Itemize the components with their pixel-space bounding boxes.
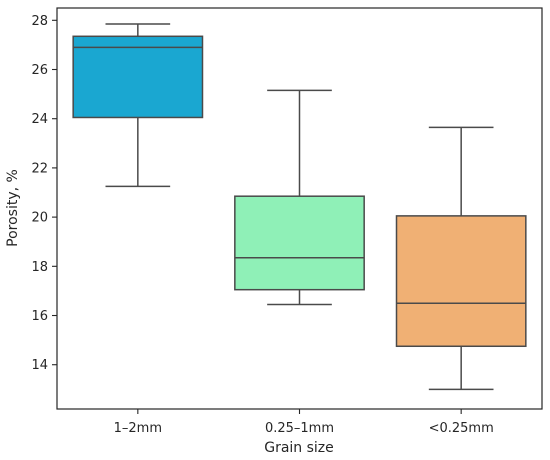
y-tick-label: 24 [31, 112, 48, 127]
y-tick-label: 22 [31, 161, 48, 176]
x-tick-label: 0.25–1mm [265, 421, 334, 436]
y-tick-label: 16 [31, 309, 48, 324]
y-axis-label: Porosity, % [5, 169, 21, 247]
box [395, 215, 527, 348]
y-axis: 14 16 18 20 22 24 26 28 [31, 14, 57, 373]
x-axis-label: Grain size [264, 440, 334, 456]
box-group [72, 23, 204, 188]
box-group [234, 89, 365, 306]
box-group [395, 126, 527, 391]
y-tick-label: 14 [31, 358, 48, 373]
x-tick-label: <0.25mm [429, 421, 494, 436]
y-tick-label: 26 [31, 63, 48, 78]
y-tick-label: 18 [31, 260, 48, 275]
x-tick-label: 1–2mm [114, 421, 162, 436]
y-tick-label: 20 [31, 211, 48, 226]
box [72, 35, 204, 119]
plot-area [56, 7, 543, 410]
x-axis: 1–2mm 0.25–1mm <0.25mm [114, 409, 494, 436]
y-tick-label: 28 [31, 14, 48, 29]
box [234, 195, 365, 291]
